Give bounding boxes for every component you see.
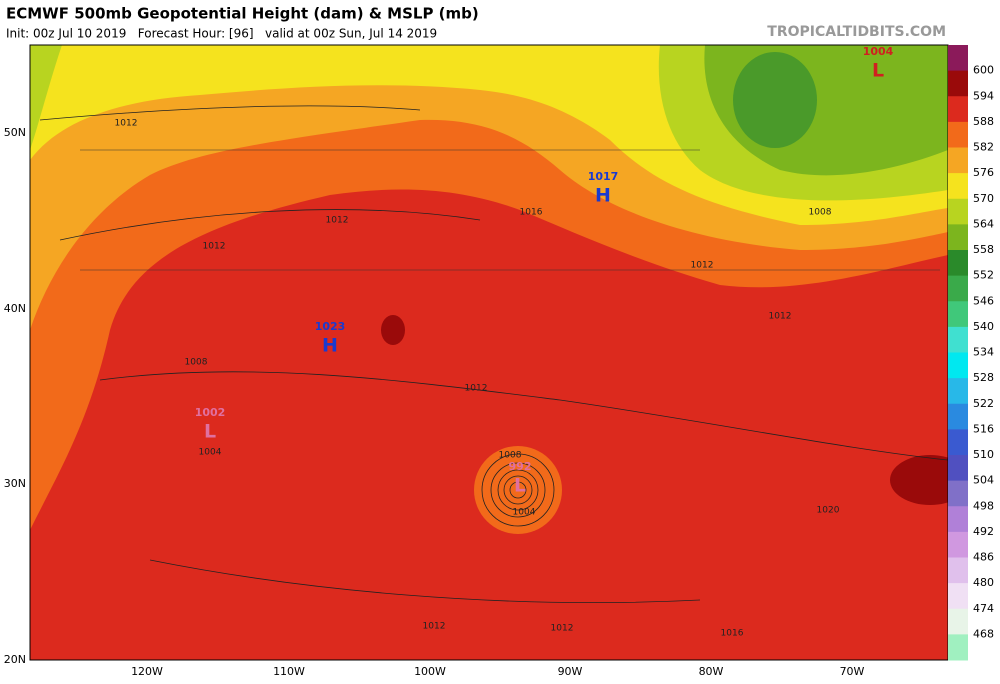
colorbar-swatch — [948, 250, 968, 277]
colorbar-swatch — [948, 70, 968, 97]
isobar-label: 1016 — [721, 629, 744, 639]
isobar-label: 1012 — [551, 624, 574, 634]
isobar-label: 1008 — [499, 451, 522, 461]
colorbar-swatch — [948, 147, 968, 174]
center-value: 992 — [509, 460, 532, 473]
lat-label: 40N — [4, 302, 26, 315]
isobar-label: 1004 — [513, 508, 536, 518]
colorbar-swatch — [948, 224, 968, 251]
map-subtitle: Init: 00z Jul 10 2019 Forecast Hour: [96… — [6, 27, 437, 41]
colorbar-label: 474 — [973, 602, 994, 615]
isobar-label: 1012 — [203, 242, 226, 252]
map-fill — [30, 45, 948, 660]
colorbar-swatch — [948, 455, 968, 482]
isobar-label: 1008 — [809, 208, 832, 218]
isobar-label: 1012 — [115, 119, 138, 129]
colorbar-label: 516 — [973, 422, 994, 435]
map-title: ECMWF 500mb Geopotential Height (dam) & … — [6, 5, 479, 23]
colorbar-label: 528 — [973, 371, 994, 384]
colorbar-label: 600 — [973, 64, 994, 77]
isobar-label: 1012 — [691, 261, 714, 271]
lon-label: 90W — [558, 665, 583, 678]
lat-label: 20N — [4, 653, 26, 666]
colorbar-swatch — [948, 403, 968, 430]
lon-label: 100W — [414, 665, 446, 678]
isobar-label: 1012 — [769, 312, 792, 322]
center-value: 1002 — [195, 406, 226, 419]
isobar-labels: 1012 1012 1012 1016 1012 1008 1012 1008 1012 1004… — [115, 119, 840, 639]
colorbar-label: 588 — [973, 115, 994, 128]
isobar-label: 1016 — [520, 208, 543, 218]
colorbar-label: 540 — [973, 320, 994, 333]
colorbar-label: 558 — [973, 243, 994, 256]
isobar-label: 1004 — [199, 448, 222, 458]
center-value: 1004 — [863, 45, 894, 58]
lon-label: 70W — [840, 665, 865, 678]
colorbar-swatch — [948, 275, 968, 302]
colorbar-label: 534 — [973, 346, 994, 359]
lon-label: 80W — [699, 665, 724, 678]
lat-label: 50N — [4, 126, 26, 139]
isobar-label: 1012 — [326, 216, 349, 226]
colorbar-label: 576 — [973, 166, 994, 179]
colorbar-label: 594 — [973, 89, 994, 102]
colorbar-swatch — [948, 198, 968, 225]
colorbar-label: 486 — [973, 551, 994, 564]
isobar-label: 1012 — [423, 622, 446, 632]
colorbar-swatch — [948, 96, 968, 123]
colorbar-label: 498 — [973, 499, 994, 512]
isobar-label: 1020 — [817, 506, 840, 516]
colorbar-label: 480 — [973, 576, 994, 589]
source: TROPICALTIDBITS.COM — [767, 24, 946, 40]
colorbar-swatch — [948, 326, 968, 353]
lon-label: 120W — [131, 665, 163, 678]
lat-label: 30N — [4, 477, 26, 490]
lon-label: 110W — [273, 665, 305, 678]
colorbar-label: 582 — [973, 141, 994, 154]
pressure-centers: 1004 L 1017 H 1023 H 1002 L 992 L — [195, 45, 894, 497]
colorbar-swatch — [948, 557, 968, 584]
colorbar: 600 594 588 582 576 570 564 558 552 546 540 534 528 5… — [948, 45, 994, 661]
colorbar-label: 510 — [973, 448, 994, 461]
colorbar-swatch — [948, 173, 968, 200]
colorbar-label: 546 — [973, 294, 994, 307]
colorbar-swatch — [948, 45, 968, 72]
colorbar-label: 522 — [973, 397, 994, 410]
colorbar-label: 564 — [973, 217, 994, 230]
center-symbol: L — [204, 421, 216, 443]
colorbar-swatch — [948, 480, 968, 507]
colorbar-label: 504 — [973, 474, 994, 487]
colorbar-swatch — [948, 352, 968, 379]
isobar-label: 1012 — [465, 384, 488, 394]
colorbar-swatch — [948, 608, 968, 635]
center-symbol: L — [872, 60, 884, 82]
colorbar-label: 492 — [973, 525, 994, 538]
colorbar-swatch — [948, 583, 968, 610]
center-symbol: H — [595, 185, 611, 207]
isobar-label: 1008 — [185, 358, 208, 368]
center-value: 1017 — [588, 170, 619, 183]
colorbar-swatch — [948, 121, 968, 148]
colorbar-swatch — [948, 506, 968, 533]
center-symbol: H — [322, 335, 338, 357]
colorbar-swatch — [948, 634, 968, 661]
colorbar-swatch — [948, 301, 968, 328]
colorbar-swatch — [948, 429, 968, 456]
colorbar-swatch — [948, 378, 968, 405]
colorbar-label: 570 — [973, 192, 994, 205]
colorbar-label: 552 — [973, 269, 994, 282]
center-symbol: L — [514, 475, 526, 497]
center-value: 1023 — [315, 320, 346, 333]
colorbar-swatch — [948, 531, 968, 558]
colorbar-label: 468 — [973, 627, 994, 640]
